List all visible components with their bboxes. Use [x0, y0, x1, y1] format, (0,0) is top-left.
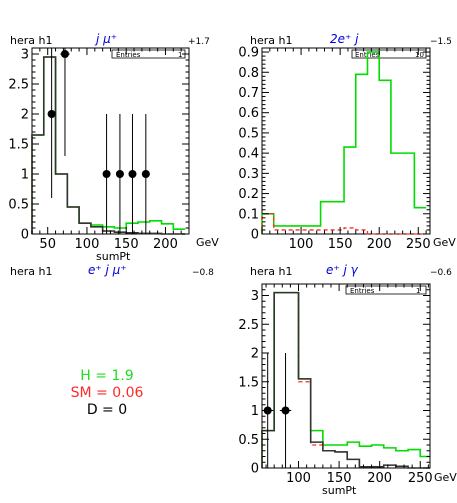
x-tick-label-0: 50	[39, 237, 56, 252]
panel-2-frame	[261, 47, 431, 235]
y-tick-label-1: 0.5	[238, 433, 259, 448]
x-tick-label-3: 250	[408, 471, 433, 486]
x-tick-label-1: 150	[328, 237, 353, 252]
panel-4-header-right: −0.6	[430, 268, 452, 278]
panel-3-header-left: hera h1	[10, 265, 52, 278]
panel-2-header-left: hera h1	[250, 34, 292, 47]
point-3	[115, 170, 124, 178]
y-tick-label-2: 1	[251, 404, 259, 419]
point-2	[102, 170, 111, 178]
panel-2-legend-value: 10	[415, 51, 424, 59]
y-tick-label-6: 3	[251, 289, 259, 304]
panel-3-header-right: −0.8	[192, 268, 214, 278]
stat-h: H = 1.9	[80, 368, 133, 384]
x-tick-label-2: 200	[367, 237, 392, 252]
stat-d: D = 0	[87, 402, 127, 418]
x-tick-label-3: 250	[406, 237, 431, 252]
panel-4-legend-box	[345, 285, 427, 295]
panel-1-legend-label: Entries	[116, 51, 141, 59]
y-tick-label-6: 0.6	[238, 106, 259, 121]
panel-2: hera h1 2e⁺ j −1.5 Entries 10 00.10.20.3…	[238, 32, 456, 252]
y-tick-label-0: 0	[21, 228, 29, 243]
panel-4-points	[262, 353, 292, 468]
y-tick-label-0: 0	[251, 462, 259, 477]
panel-4-channel: e⁺ j γ	[326, 263, 359, 277]
y-tick-label-0: 0	[251, 228, 259, 243]
panel-1-header-right: +1.7	[188, 37, 210, 47]
panel-4-legend-value: 1	[416, 287, 420, 295]
point-1	[60, 50, 69, 58]
series-0-step-line	[261, 291, 430, 468]
point-0	[47, 110, 56, 118]
x-tick-label-3: 200	[153, 237, 178, 252]
panel-1-axes: 0 0.5 1 1.5 2 2.5 3 50 100 150 200	[8, 47, 190, 252]
y-tick-label-3: 0.3	[238, 167, 259, 182]
panel-2-x-unit: GeV	[433, 236, 456, 249]
panel-1: hera h1 j μ⁺ +1.7 Entries 1 0 0.5 1 1.5 2 2.5…	[8, 32, 219, 263]
series-2-step-line	[261, 291, 430, 469]
y-tick-label-3: 1.5	[8, 138, 29, 153]
series-0-step-line	[261, 51, 427, 234]
y-tick-label-1: 0.5	[8, 198, 29, 213]
y-tick-label-1: 0.1	[238, 207, 259, 222]
panel-1-header-left: hera h1	[10, 34, 52, 47]
panel-1-x-label: sumPt	[96, 250, 131, 263]
panel-2-legend-box	[351, 49, 427, 59]
panel-4-series	[261, 291, 430, 469]
panel-4-legend-label: Entries	[350, 287, 375, 295]
y-tick-label-2: 0.2	[238, 187, 259, 202]
panel-3-empty: hera h1 e⁺ j μ⁺ −0.8 H = 1.9 SM = 0.06 D…	[10, 263, 214, 418]
point-1	[281, 406, 290, 415]
y-tick-label-5: 2.5	[238, 318, 259, 333]
y-tick-label-7: 0.7	[238, 86, 259, 101]
y-tick-label-2: 1	[21, 168, 29, 183]
panel-4-x-label: sumPt	[322, 484, 357, 497]
y-tick-label-4: 0.4	[238, 147, 259, 162]
stat-sm: SM = 0.06	[71, 385, 144, 401]
y-tick-label-5: 2.5	[8, 78, 29, 93]
series-1-step-line	[261, 291, 430, 469]
x-tick-label-2: 200	[367, 471, 392, 486]
y-tick-label-9: 0.9	[238, 46, 259, 61]
x-tick-label-1: 100	[75, 237, 100, 252]
y-tick-label-6: 3	[21, 48, 29, 63]
panel-1-channel: j μ⁺	[94, 32, 117, 46]
panel-2-channel: 2e⁺ j	[330, 32, 359, 46]
series-1-step-line	[261, 213, 427, 235]
panel-1-points	[47, 48, 150, 234]
y-tick-label-3: 1.5	[238, 375, 259, 390]
x-tick-label-0: 100	[289, 237, 314, 252]
panel-2-series	[261, 51, 427, 235]
panel-4-header-left: hera h1	[250, 265, 292, 278]
panel-2-header-right: −1.5	[430, 37, 452, 47]
x-tick-label-1: 150	[327, 471, 352, 486]
x-tick-label-2: 150	[114, 237, 139, 252]
y-tick-label-5: 0.5	[238, 126, 259, 141]
y-tick-label-4: 2	[21, 108, 29, 123]
panel-1-x-unit: GeV	[196, 236, 219, 249]
series-2-step-line	[31, 56, 186, 235]
panel-1-legend-value: 1	[178, 51, 182, 59]
panel-2-axes: 0 0.1 0.2 0.3 0.4 0.5 0.6 0.7 0.8 0.9 100 150 200 250	[238, 46, 430, 252]
panel-3-channel: e⁺ j μ⁺	[88, 263, 127, 277]
panel-4-axes: 0 0.5 1 1.5 2 2.5 3 100 150 200 250	[238, 283, 433, 486]
panel-4-frame	[261, 283, 431, 469]
point-5	[141, 170, 150, 178]
point-4	[128, 170, 137, 178]
panel-1-series	[31, 56, 186, 235]
panel-4-x-unit: GeV	[434, 471, 457, 484]
y-tick-label-4: 2	[251, 347, 259, 362]
y-tick-label-8: 0.8	[238, 66, 259, 81]
x-tick-label-0: 100	[286, 471, 311, 486]
panel-4: hera h1 e⁺ j γ −0.6 Entries 1 0 0.5 1 1.5 2 2…	[238, 263, 457, 497]
